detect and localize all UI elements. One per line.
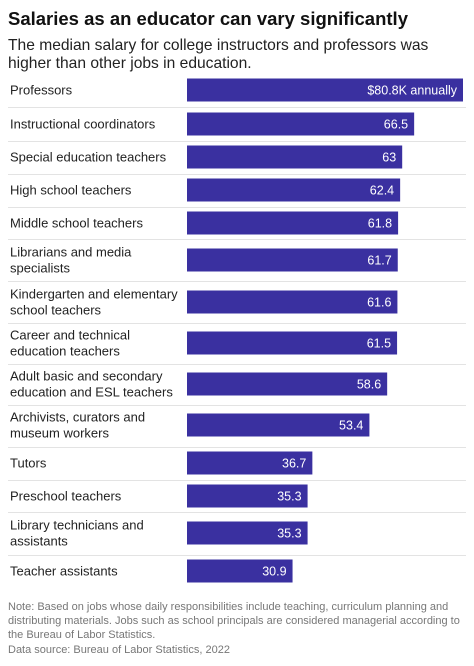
category-label: High school teachers [10, 183, 132, 198]
category-label: Archivists, curators and museum workers [10, 410, 145, 441]
bar [187, 78, 463, 102]
category-label: Middle school teachers [10, 216, 143, 231]
bar-value-label: 61.6 [367, 296, 391, 310]
bar [187, 331, 398, 355]
chart-title: Salaries as an educator can vary signifi… [8, 8, 408, 29]
category-label: Kindergarten and elementary school teache… [10, 287, 178, 318]
chart-subtitle: The median salary for college instructor… [8, 37, 429, 72]
bar-value-label: 58.6 [357, 378, 381, 392]
bar [187, 145, 403, 169]
bar-value-label: 61.8 [368, 217, 392, 231]
category-label: Tutors [10, 456, 47, 471]
category-label: Library technicians and assistants [10, 518, 144, 549]
category-label: Professors [10, 83, 73, 98]
bar [187, 372, 388, 396]
bar-value-label: 30.9 [262, 565, 286, 579]
bar-value-label: 35.3 [277, 490, 301, 504]
bar [187, 248, 398, 272]
bar [187, 112, 415, 136]
bar-value-label: 66.5 [384, 118, 408, 132]
category-label: Librarians and media specialists [10, 245, 132, 276]
category-label: Career and technical education teachers [10, 328, 130, 359]
bar-value-label: 61.5 [367, 337, 391, 351]
bar [187, 211, 399, 235]
chart-note: Note: Based on jobs whose daily responsi… [8, 601, 460, 641]
bar-value-label: 35.3 [277, 527, 301, 541]
category-label: Instructional coordinators [10, 117, 156, 132]
bar-chart: $80.8K annually Professors 66.5 Instruction… [8, 78, 466, 583]
bar [187, 521, 308, 545]
bar [187, 484, 308, 508]
bar [187, 290, 398, 314]
bar-value-label: 62.4 [370, 184, 394, 198]
category-label: Teacher assistants [10, 564, 118, 579]
bar-value-label: 53.4 [339, 419, 363, 433]
bar [187, 559, 293, 583]
bar-value-label: 36.7 [282, 457, 306, 471]
bar-value-label: $80.8K annually [367, 84, 457, 98]
bar [187, 451, 313, 475]
bar [187, 178, 401, 202]
bar-value-label: 63 [382, 151, 396, 165]
bar [187, 413, 370, 437]
category-label: Preschool teachers [10, 489, 122, 504]
bar-value-label: 61.7 [367, 254, 391, 268]
category-label: Special education teachers [10, 150, 167, 165]
category-label: Adult basic and secondary education and E… [10, 369, 173, 400]
data-source: Data source: Bureau of Labor Statistics,… [8, 644, 230, 656]
